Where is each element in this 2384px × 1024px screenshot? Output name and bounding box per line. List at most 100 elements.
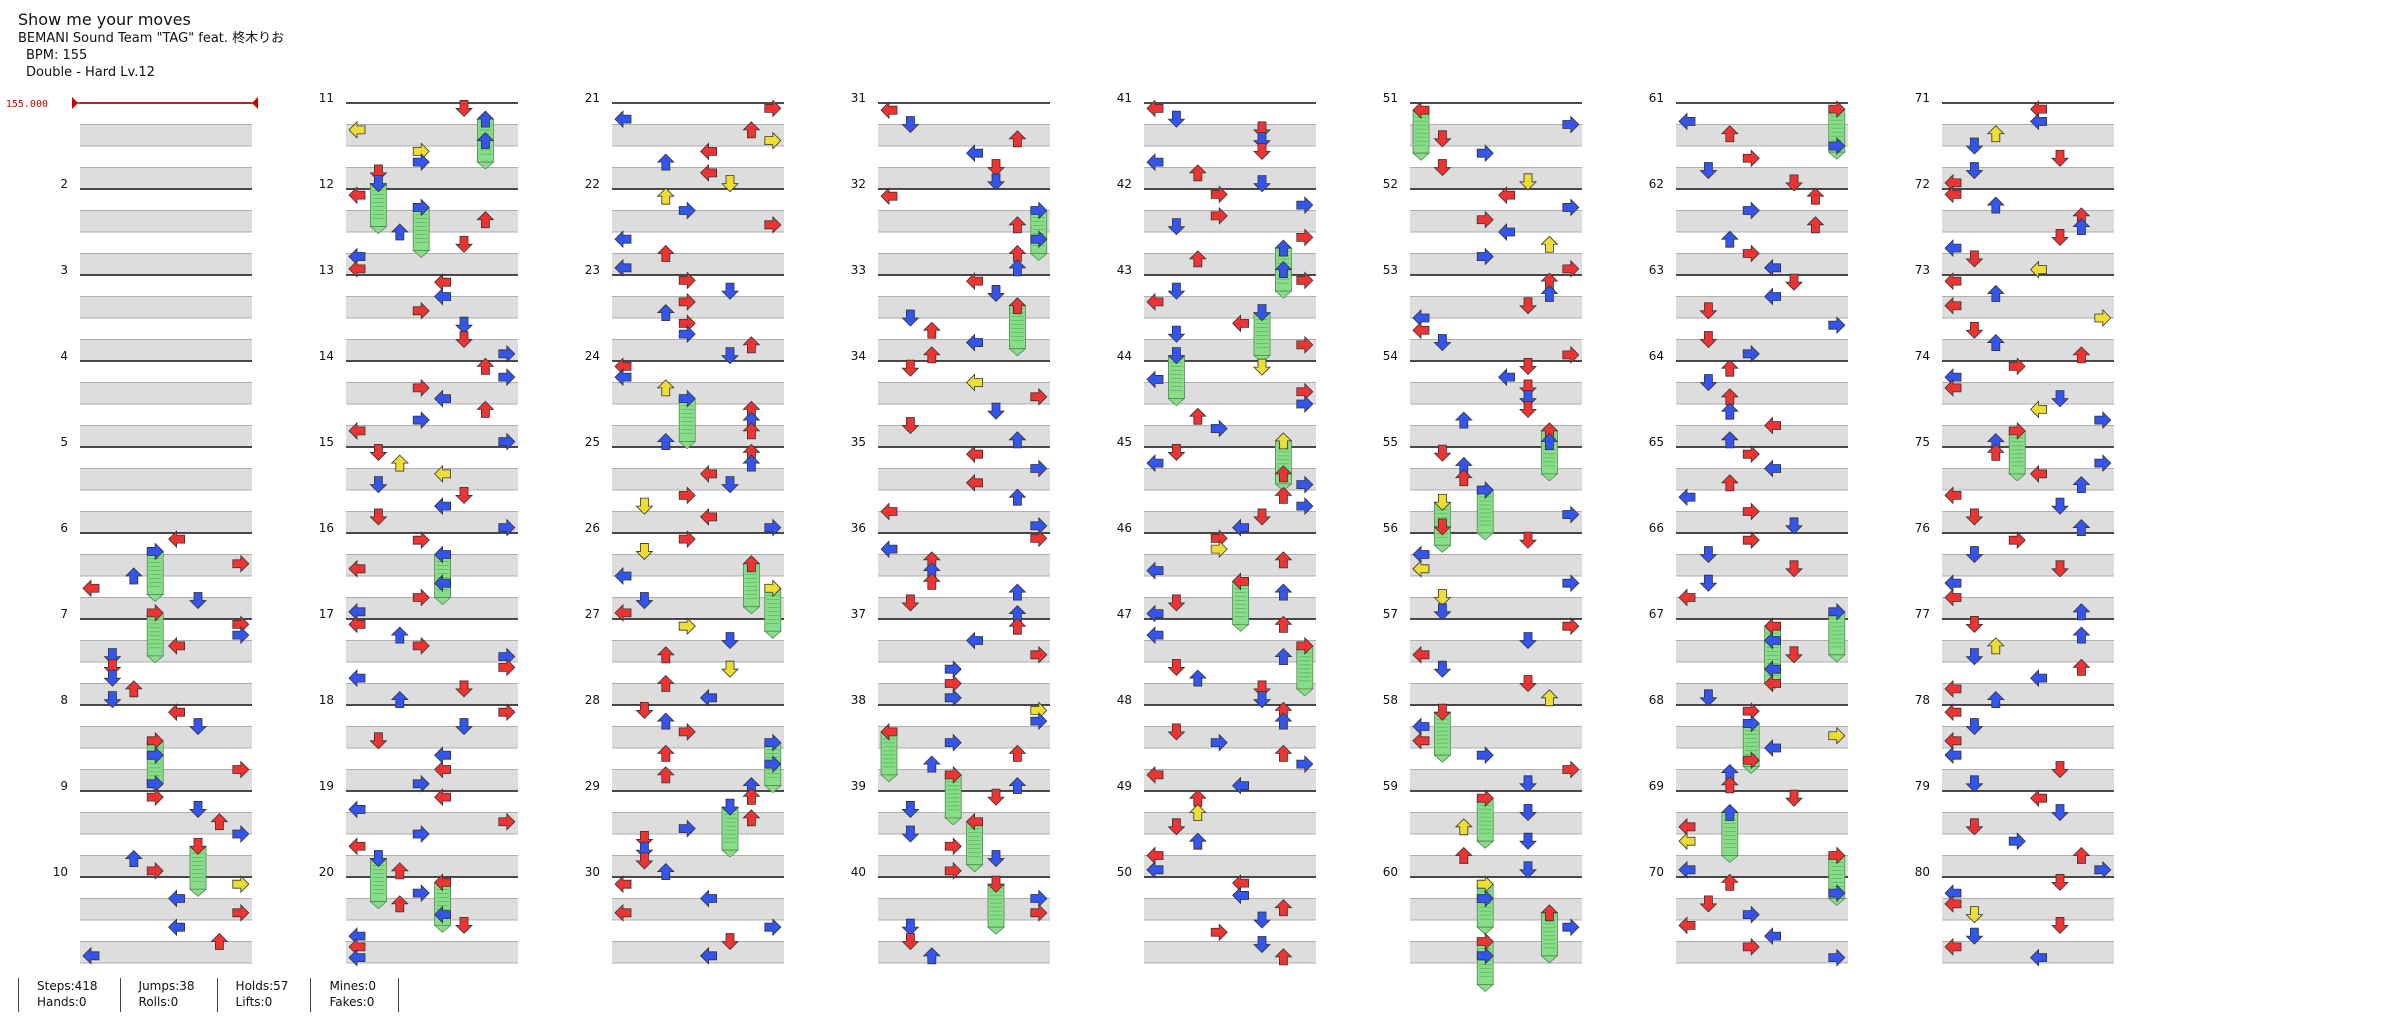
beat-stripe [612, 296, 784, 318]
beat-stripe [346, 683, 518, 705]
arrow-down-icon [901, 594, 920, 612]
arrow-right-icon [1210, 540, 1228, 559]
beat-stripe [878, 382, 1050, 404]
arrow-down-icon [987, 875, 1005, 893]
arrow-right-icon [1030, 903, 1048, 922]
arrow-right-icon [1742, 937, 1760, 956]
arrow-up-icon [1454, 846, 1473, 864]
arrow-right-icon [1030, 230, 1048, 249]
measure-number: 76 [1915, 521, 1930, 535]
arrow-up-icon [742, 454, 761, 472]
arrow-right-icon [1476, 746, 1494, 765]
beat-stripe [1144, 339, 1316, 361]
beat-stripe [1144, 554, 1316, 576]
hold-note [1476, 797, 1495, 849]
beat-stripe [1676, 898, 1848, 920]
measure-number: 55 [1383, 435, 1398, 449]
arrow-left-icon [1412, 559, 1430, 578]
hands-count: Hands:0 [37, 995, 87, 1009]
beat-stripe [1676, 554, 1848, 576]
measure-number: 56 [1383, 521, 1398, 535]
arrow-down-icon [987, 159, 1005, 177]
beat-stripe [1676, 296, 1848, 318]
arrow-down-icon [1167, 443, 1186, 461]
beat-stripe [346, 812, 518, 834]
chart-column [346, 102, 518, 964]
beat-stripe [878, 554, 1050, 576]
arrow-up-icon [1540, 689, 1559, 707]
beat-stripe [1410, 296, 1582, 318]
beat-stripe [80, 339, 252, 361]
arrow-down-icon [1965, 648, 1984, 666]
arrow-right-icon [232, 903, 250, 922]
arrow-left-icon [1944, 185, 1962, 204]
measure-number: 37 [851, 607, 866, 621]
arrow-up-icon [1454, 411, 1473, 429]
beat-stripe [1410, 382, 1582, 404]
measure-number: 60 [1383, 865, 1398, 879]
arrow-up-icon [656, 646, 675, 664]
arrow-up-icon [1720, 359, 1739, 377]
arrow-right-icon [1828, 316, 1846, 335]
arrow-right-icon [498, 518, 516, 537]
arrow-left-icon [1764, 459, 1781, 478]
arrow-left-icon [1764, 416, 1781, 435]
arrow-right-icon [944, 660, 962, 679]
arrow-down-icon [987, 173, 1005, 191]
arrow-right-icon [764, 99, 782, 118]
measure-number: 62 [1649, 177, 1664, 191]
arrow-down-icon [1433, 159, 1452, 177]
measure-number: 39 [851, 779, 866, 793]
beat-stripe [878, 640, 1050, 662]
song-artist: BEMANI Sound Team "TAG" feat. 柊木りお [18, 31, 285, 46]
beat-stripe [878, 511, 1050, 533]
measure-number: 5 [60, 435, 68, 449]
measure-number: 22 [585, 177, 600, 191]
measure-number: 29 [585, 779, 600, 793]
measure-number: 44 [1117, 349, 1132, 363]
measure-number: 72 [1915, 177, 1930, 191]
arrow-up-icon [742, 787, 761, 805]
arrow-right-icon [498, 344, 516, 363]
beat-stripe [878, 683, 1050, 705]
hold-note [720, 806, 740, 858]
beat-stripe [80, 597, 252, 619]
arrow-left-icon [434, 497, 452, 516]
arrow-up-icon [124, 680, 143, 698]
beat-stripe [612, 425, 784, 447]
arrow-right-icon [944, 733, 962, 752]
arrow-down-icon [1965, 250, 1984, 268]
arrow-down-icon [1519, 675, 1537, 693]
arrow-right-icon [1476, 144, 1494, 163]
beat-stripe [1942, 554, 2114, 576]
song-header: Show me your moves BEMANI Sound Team "TA… [18, 10, 284, 81]
beat-stripe [878, 812, 1050, 834]
arrow-right-icon [678, 325, 696, 344]
arrow-down-icon [455, 99, 473, 117]
beat-stripe [878, 210, 1050, 232]
arrow-left-icon [700, 946, 717, 965]
arrow-down-icon [1253, 304, 1271, 322]
arrow-up-icon [1720, 776, 1739, 794]
arrow-up-icon [1274, 648, 1293, 666]
arrow-right-icon [1030, 529, 1048, 548]
measure-number: 19 [319, 779, 334, 793]
measure-number: 73 [1915, 263, 1930, 277]
measure-number: 15 [319, 435, 334, 449]
arrow-up-icon [210, 813, 229, 831]
arrow-down-icon [2051, 873, 2069, 891]
arrow-left-icon [1232, 572, 1249, 591]
arrow-up-icon [1540, 433, 1559, 451]
arrow-up-icon [1008, 216, 1027, 234]
arrow-left-icon [614, 230, 632, 249]
arrow-right-icon [1742, 201, 1760, 220]
arrow-up-icon [922, 346, 941, 364]
arrow-right-icon [1562, 115, 1580, 134]
beat-stripe [80, 468, 252, 490]
arrow-down-icon [1699, 162, 1718, 180]
arrow-up-icon [1274, 486, 1293, 504]
hold-note [763, 587, 782, 639]
beat-stripe [1676, 382, 1848, 404]
arrow-up-icon [1806, 187, 1825, 205]
arrow-down-icon [1433, 130, 1452, 148]
